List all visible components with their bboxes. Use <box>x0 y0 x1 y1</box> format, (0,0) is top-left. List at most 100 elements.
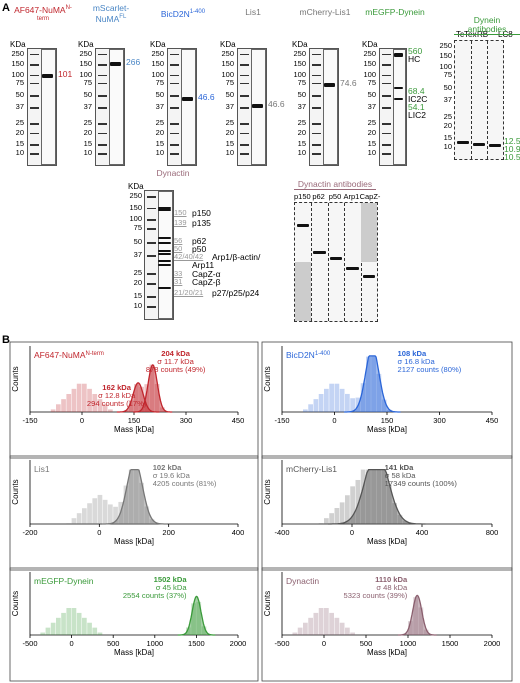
ladder-label: 25 <box>76 118 92 127</box>
antibody-lane-label: p50 <box>327 192 343 201</box>
x-tick-label: 1000 <box>146 639 163 648</box>
ladder-band <box>147 196 156 198</box>
ladder-label: 20 <box>148 128 164 137</box>
ladder-label: 15 <box>126 291 142 300</box>
dynactin-subunit-label: p150 <box>192 208 211 218</box>
ladder-band <box>382 107 391 109</box>
ladder-band <box>30 123 39 125</box>
ladder-band <box>312 107 321 109</box>
x-tick-label: -500 <box>274 639 289 648</box>
sample-lane <box>109 49 124 165</box>
x-tick-label: -400 <box>274 528 289 537</box>
histogram-bar <box>56 618 61 635</box>
dynactin-subunit-label: p135 <box>192 218 211 228</box>
ladder-label: 10 <box>8 148 24 157</box>
ladder-label: 250 <box>290 49 306 58</box>
dynein-antibodies-block: Dynein antibodies <box>454 16 520 35</box>
ladder-label: 50 <box>148 90 164 99</box>
ladder-label: 15 <box>360 139 376 148</box>
gel-title-text: mCherry-Lis1 <box>299 7 350 17</box>
x-tick-label: 1000 <box>400 639 417 648</box>
ladder-band <box>382 144 391 146</box>
ladder-label: 250 <box>360 49 376 58</box>
gel-title-text: Lis1 <box>245 7 261 17</box>
chart-title: Dynactin <box>286 576 319 586</box>
peak-counts-label: 2554 counts (37%) <box>123 591 187 600</box>
x-axis-label: Mass [kDa] <box>114 537 154 546</box>
ladder-label: 37 <box>218 102 234 111</box>
histogram-bar <box>40 633 45 635</box>
ladder-band <box>312 75 321 77</box>
ladder-label: 10 <box>360 148 376 157</box>
dynactin-mass: 139 <box>174 218 187 227</box>
ladder-label: 10 <box>436 142 452 151</box>
ladder-label: 20 <box>290 128 306 137</box>
x-tick-label: 150 <box>128 416 141 425</box>
histogram-bar <box>77 513 82 524</box>
ladder-band <box>98 153 107 155</box>
ladder-label: 150 <box>126 203 142 212</box>
histogram-bar <box>340 623 345 635</box>
x-tick-label: -150 <box>22 416 37 425</box>
ladder-band <box>170 144 179 146</box>
dynactin-mass: 21/20/21 <box>174 288 203 297</box>
histogram-bar <box>72 518 77 524</box>
histogram-bar <box>108 409 113 412</box>
histogram-bar <box>298 628 303 635</box>
ladder-label: 25 <box>360 118 376 127</box>
sample-lane <box>41 49 56 165</box>
sample-lane <box>181 49 196 165</box>
ladder-label: 50 <box>218 90 234 99</box>
chart-title: BicD2N1-400 <box>286 350 331 360</box>
gel-image <box>379 48 407 166</box>
histogram-bar <box>61 613 66 635</box>
dynactin-antibodies-block: Dynactin antibodies <box>294 180 376 190</box>
ladder-band <box>98 95 107 97</box>
ladder-label: 15 <box>436 133 452 142</box>
x-tick-label: 450 <box>232 416 245 425</box>
ladder-label: 20 <box>360 128 376 137</box>
lane-divider <box>311 203 312 321</box>
y-axis-label: Counts <box>11 479 20 504</box>
chart-title-superscript: 1-400 <box>315 351 331 357</box>
ladder-band <box>98 133 107 135</box>
dynactin-mass: 31 <box>174 277 182 286</box>
x-axis-label: Mass [kDa] <box>367 425 407 434</box>
histogram-bar <box>314 399 319 412</box>
ladder-label: 10 <box>290 148 306 157</box>
band-annotation: LIC2 <box>408 110 426 120</box>
antibody-band <box>457 141 469 144</box>
ladder-band <box>240 64 249 66</box>
dynactin-subunit-label: CapZ-β <box>192 277 221 287</box>
histogram-bar <box>308 618 313 635</box>
histogram-bar <box>329 613 334 635</box>
ladder-band <box>312 144 321 146</box>
ladder-band <box>170 64 179 66</box>
x-tick-label: 2000 <box>230 639 247 648</box>
ladder-band <box>147 283 156 285</box>
histogram-bar <box>46 628 51 635</box>
ladder-band <box>312 54 321 56</box>
x-tick-label: -150 <box>274 416 289 425</box>
ladder-band <box>98 107 107 109</box>
chart-title-superscript: N-term <box>86 351 104 357</box>
histogram-bar <box>92 628 97 635</box>
protein-band <box>158 287 171 289</box>
ladder-label: 250 <box>76 49 92 58</box>
histogram-bar <box>345 394 350 412</box>
peak-counts-label: 17349 counts (100%) <box>385 479 458 488</box>
sample-lane <box>393 49 406 165</box>
ladder-label: 50 <box>8 90 24 99</box>
dynactin-antibody-blot <box>294 202 378 322</box>
histogram-bar <box>92 498 97 524</box>
protein-band <box>324 83 335 87</box>
x-tick-label: 400 <box>232 528 245 537</box>
protein-band <box>110 62 121 66</box>
gel-title: Lis1 <box>222 8 284 17</box>
gel-image <box>27 48 57 166</box>
gel-title: mEGFP-Dynein <box>364 8 426 17</box>
histogram-bar <box>98 633 103 635</box>
gel-title: mScarlet-NuMAFL <box>80 4 142 24</box>
